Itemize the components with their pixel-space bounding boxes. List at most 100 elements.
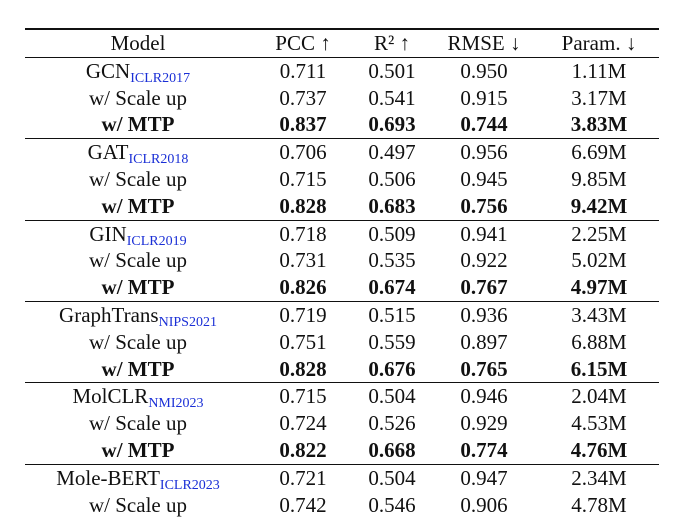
model-cell: w/ MTP <box>101 356 175 381</box>
model-name: GIN <box>89 221 127 246</box>
model-group-mole-bert: Mole-BERTICLR2023 0.721 0.504 0.947 2.34… <box>25 463 659 518</box>
pcc-cell: 0.719 <box>251 300 355 329</box>
param-cell: 9.42M <box>570 193 628 218</box>
model-cell: MolCLRNMI2023 <box>25 382 251 412</box>
table-row-base: GraphTransNIPS2021 0.719 0.515 0.936 3.4… <box>25 300 659 330</box>
r2-cell: 0.676 <box>368 356 416 381</box>
model-cell: w/ Scale up <box>89 248 187 273</box>
rmse-cell: 0.929 <box>460 411 508 436</box>
rmse-cell: 0.936 <box>429 300 539 329</box>
table-row-scale-up: w/ Scale up 0.737 0.541 0.915 3.17M <box>25 85 659 112</box>
table-row-base: GATICLR2018 0.706 0.497 0.956 6.69M <box>25 138 659 167</box>
pcc-cell: 0.706 <box>251 138 355 166</box>
model-name: GraphTrans <box>59 302 159 327</box>
model-name: GAT <box>87 140 129 165</box>
r2-cell: 0.541 <box>368 85 416 110</box>
pcc-cell: 0.724 <box>279 411 327 436</box>
header-pcc: PCC ↑ <box>275 31 331 55</box>
r2-cell: 0.526 <box>368 411 416 436</box>
model-cell: w/ MTP <box>101 112 175 137</box>
pcc-cell: 0.742 <box>279 492 327 517</box>
model-cell: w/ Scale up <box>89 492 187 517</box>
param-cell: 2.25M <box>539 219 659 248</box>
model-cell: w/ MTP <box>101 275 175 300</box>
model-group-molclr: MolCLRNMI2023 0.715 0.504 0.946 2.04M w/… <box>25 382 659 464</box>
param-cell: 4.78M <box>571 492 627 517</box>
param-cell: 2.04M <box>539 382 659 411</box>
rmse-cell: 0.744 <box>460 112 508 137</box>
r2-cell: 0.668 <box>368 437 416 462</box>
table-header: Model PCC ↑ R² ↑ RMSE ↓ Param. ↓ <box>25 29 659 58</box>
venue-label: NMI2023 <box>148 396 204 412</box>
r2-cell: 0.559 <box>368 329 416 354</box>
rmse-cell: 0.915 <box>460 85 508 110</box>
model-cell: GCNICLR2017 <box>25 57 251 86</box>
param-cell: 5.02M <box>571 248 627 273</box>
model-cell: GATICLR2018 <box>25 138 251 167</box>
r2-cell: 0.683 <box>368 193 416 218</box>
header-param: Param. ↓ <box>561 31 637 55</box>
pcc-cell: 0.711 <box>279 58 327 83</box>
param-cell: 3.43M <box>539 300 659 329</box>
rmse-cell: 0.774 <box>460 437 508 462</box>
rmse-cell: 0.945 <box>460 166 508 191</box>
header-r2: R² ↑ <box>373 31 411 55</box>
r2-cell: 0.509 <box>355 219 429 248</box>
model-group-gat: GATICLR2018 0.706 0.497 0.956 6.69M w/ S… <box>25 138 659 220</box>
rmse-cell: 0.765 <box>460 356 508 381</box>
param-cell: 2.34M <box>539 463 659 492</box>
param-cell: 3.17M <box>571 85 627 110</box>
results-table: Model PCC ↑ R² ↑ RMSE ↓ Param. ↓ GCNICLR… <box>25 28 659 518</box>
param-cell: 1.11M <box>571 58 627 83</box>
venue-label: ICLR2017 <box>130 70 191 86</box>
rmse-cell: 0.906 <box>460 492 508 517</box>
pcc-cell: 0.828 <box>279 356 327 381</box>
param-cell: 6.88M <box>571 329 627 354</box>
rmse-cell: 0.956 <box>429 138 539 166</box>
pcc-cell: 0.715 <box>251 382 355 411</box>
table-row-scale-up: w/ Scale up 0.724 0.526 0.929 4.53M <box>25 410 659 437</box>
header-rmse: RMSE ↓ <box>447 31 521 55</box>
table-row-base: MolCLRNMI2023 0.715 0.504 0.946 2.04M <box>25 382 659 412</box>
pcc-cell: 0.718 <box>251 219 355 248</box>
venue-label: ICLR2023 <box>159 477 220 493</box>
table-row-base: GINICLR2019 0.718 0.509 0.941 2.25M <box>25 219 659 249</box>
table-row-mtp: w/ MTP 0.822 0.668 0.774 4.76M <box>25 437 659 464</box>
rmse-cell: 0.767 <box>460 275 508 300</box>
pcc-cell: 0.721 <box>251 463 355 492</box>
rmse-cell: 0.947 <box>429 463 539 492</box>
r2-cell: 0.535 <box>368 248 416 273</box>
param-cell: 6.15M <box>570 356 628 381</box>
table-row-scale-up: w/ Scale up 0.715 0.506 0.945 9.85M <box>25 166 659 193</box>
model-cell: GINICLR2019 <box>25 219 251 249</box>
r2-cell: 0.693 <box>368 112 416 137</box>
table-row-mtp: w/ MTP 0.828 0.683 0.756 9.42M <box>25 193 659 220</box>
param-cell: 4.53M <box>571 411 627 436</box>
pcc-cell: 0.828 <box>279 193 327 218</box>
table-row-scale-up: w/ Scale up 0.751 0.559 0.897 6.88M <box>25 329 659 356</box>
model-group-gcn: GCNICLR2017 0.711 0.501 0.950 1.11M w/ S… <box>25 57 659 138</box>
model-cell: w/ Scale up <box>89 166 187 191</box>
r2-cell: 0.546 <box>368 492 416 517</box>
model-name: Mole-BERT <box>56 465 160 490</box>
model-cell: w/ Scale up <box>89 85 187 110</box>
r2-cell: 0.674 <box>368 275 416 300</box>
venue-label: NIPS2021 <box>158 314 217 330</box>
pcc-cell: 0.837 <box>279 112 327 137</box>
r2-cell: 0.506 <box>368 166 416 191</box>
r2-cell: 0.504 <box>355 382 429 411</box>
pcc-cell: 0.826 <box>279 275 327 300</box>
model-cell: w/ MTP <box>101 437 175 462</box>
param-cell: 4.76M <box>570 437 628 462</box>
model-name: MolCLR <box>72 384 149 409</box>
model-cell: Mole-BERTICLR2023 <box>25 463 251 493</box>
r2-cell: 0.501 <box>368 58 416 83</box>
header-model: Model <box>110 31 166 55</box>
table-row-mtp: w/ MTP 0.828 0.676 0.765 6.15M <box>25 356 659 383</box>
rmse-cell: 0.922 <box>460 248 508 273</box>
param-cell: 9.85M <box>571 166 627 191</box>
venue-label: ICLR2019 <box>126 233 187 249</box>
model-name: GCN <box>85 58 131 83</box>
table-row-base: GCNICLR2017 0.711 0.501 0.950 1.11M <box>25 57 659 86</box>
r2-cell: 0.497 <box>355 138 429 166</box>
